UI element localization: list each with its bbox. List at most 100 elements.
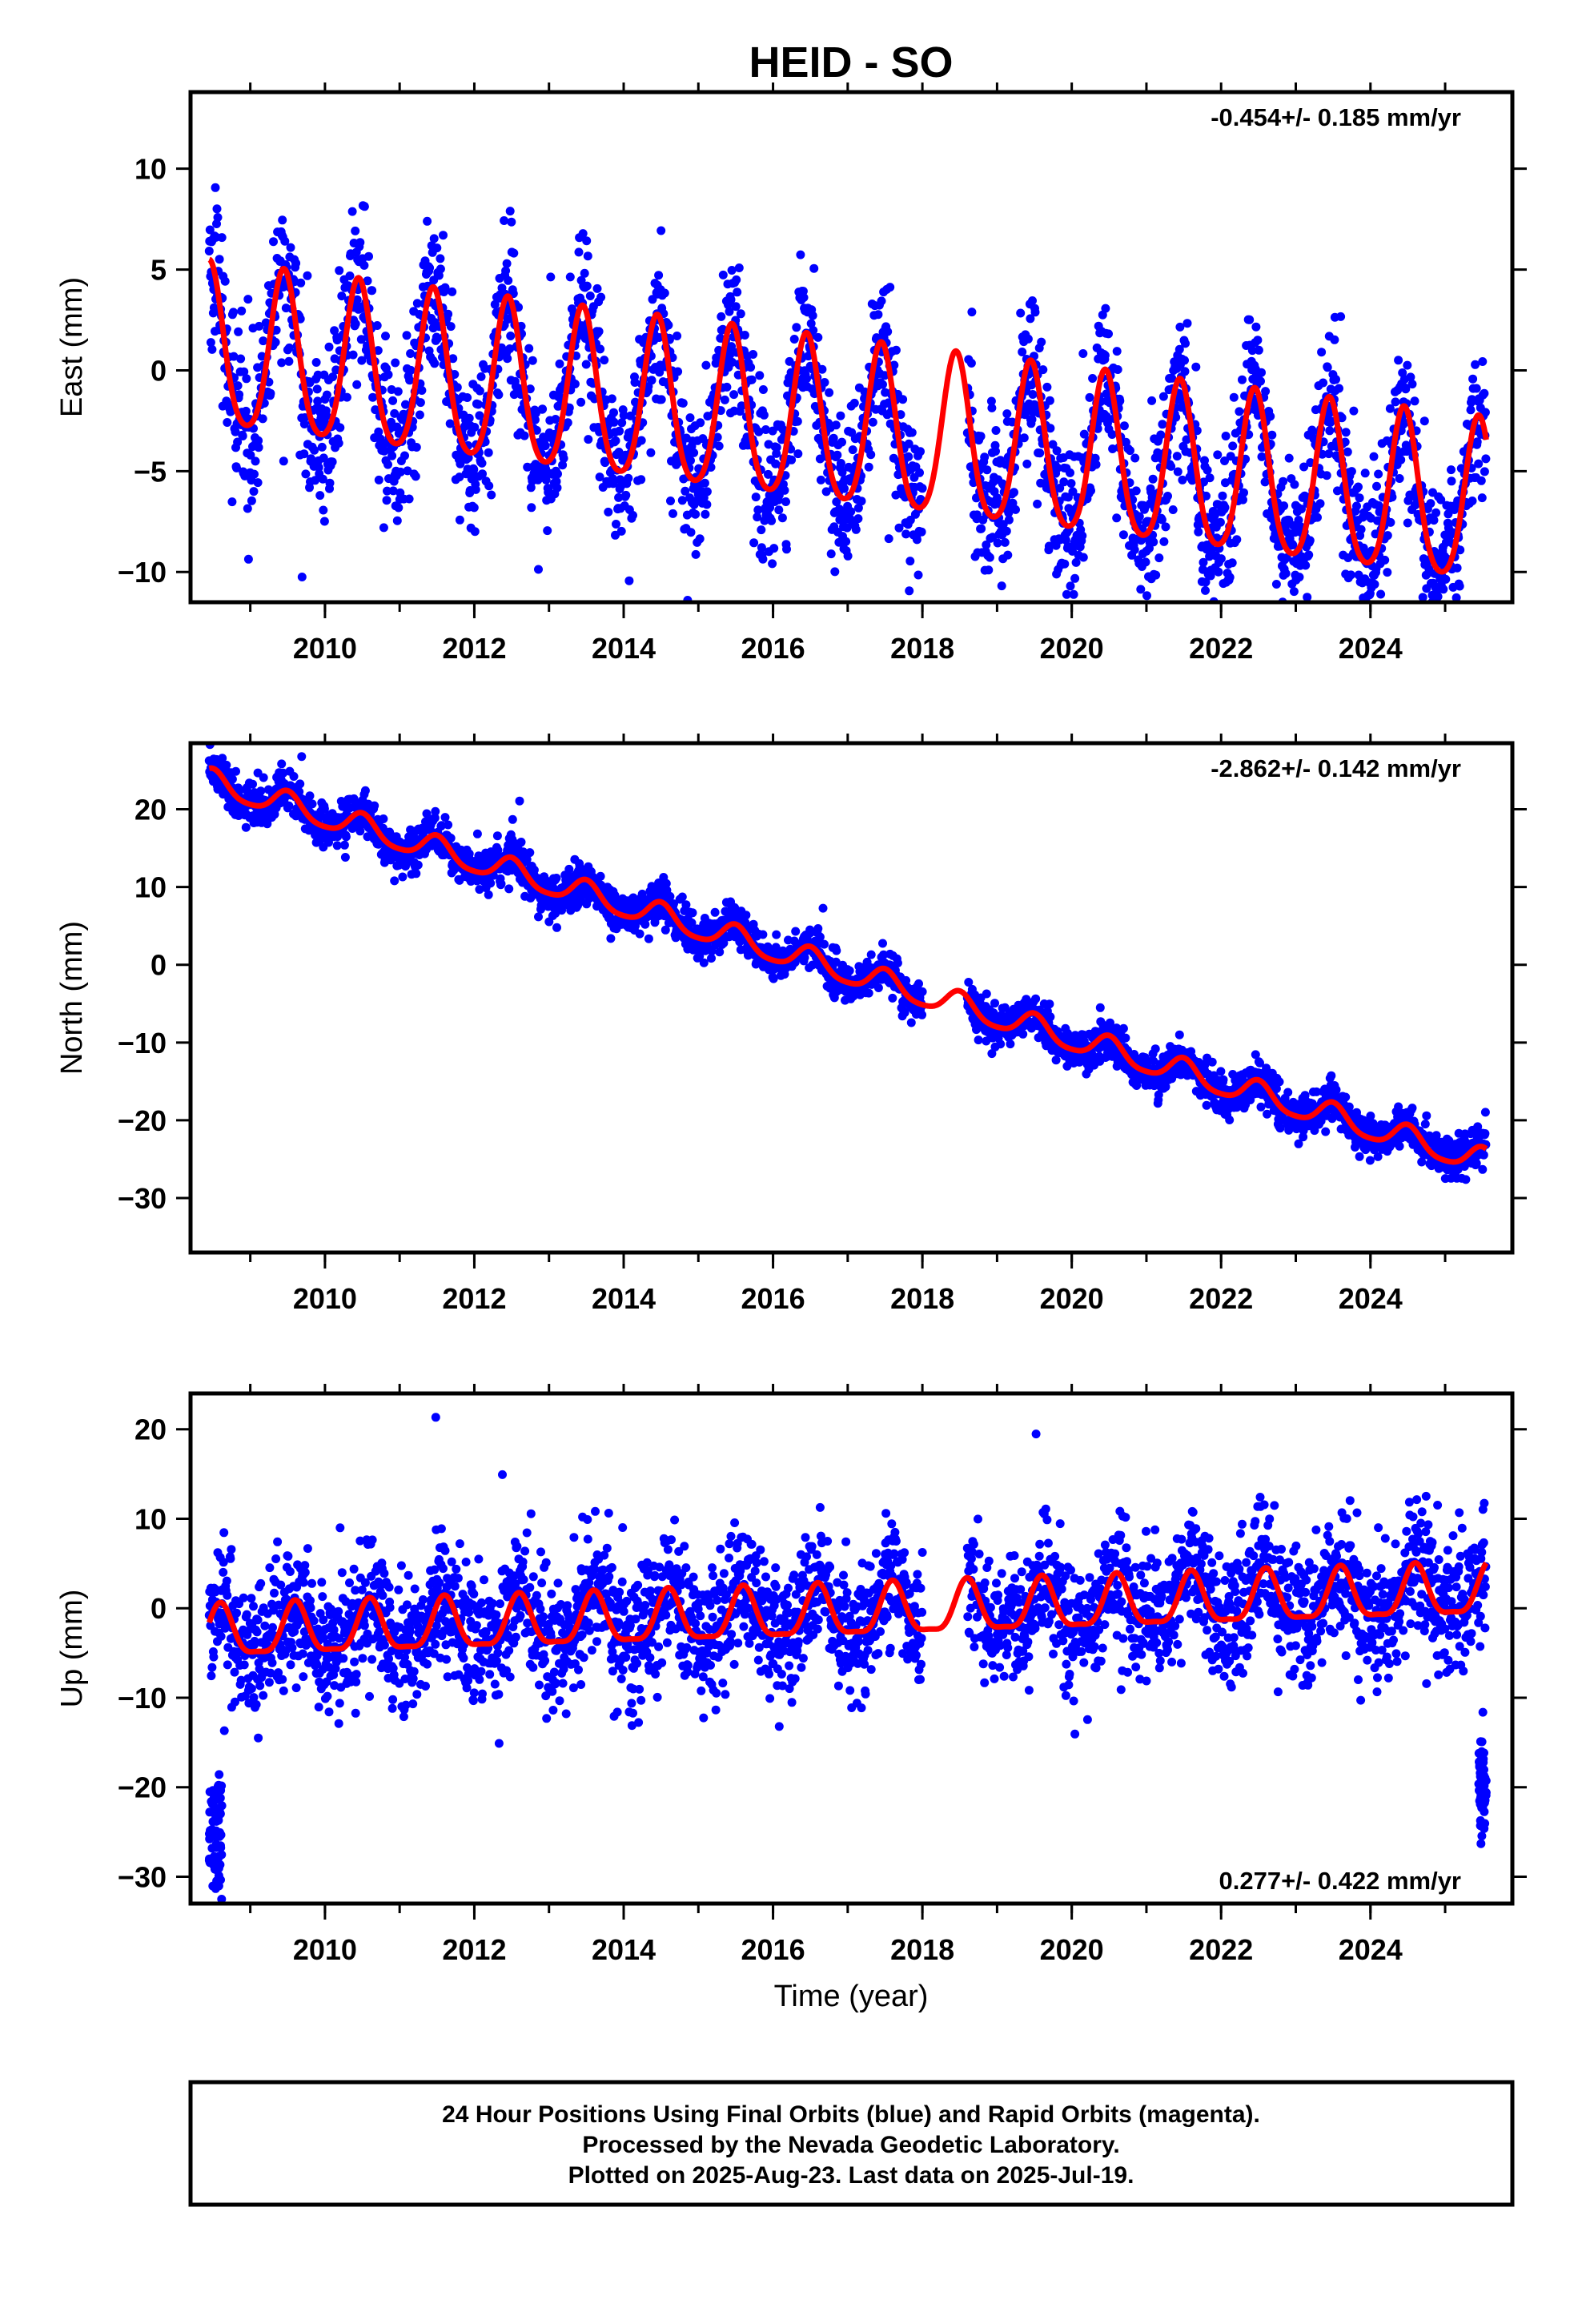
data-point <box>1027 415 1037 424</box>
data-point <box>669 509 677 518</box>
data-point <box>1030 308 1040 317</box>
data-point <box>1261 387 1271 396</box>
data-point <box>873 310 883 320</box>
data-point <box>1476 476 1486 485</box>
data-point <box>1385 404 1395 413</box>
data-point <box>737 401 746 411</box>
data-point <box>1363 618 1372 627</box>
data-point <box>595 472 604 482</box>
data-point <box>1333 486 1342 496</box>
data-point <box>1372 481 1381 491</box>
data-point <box>472 829 482 838</box>
data-point <box>379 523 388 533</box>
data-point <box>1474 459 1484 468</box>
data-point <box>973 510 982 520</box>
data-point <box>448 287 457 296</box>
data-point <box>233 381 243 391</box>
data-point <box>889 360 899 370</box>
data-point <box>1130 545 1139 554</box>
model-line-east <box>207 256 1489 575</box>
data-point <box>241 822 251 832</box>
data-point <box>799 293 809 302</box>
data-point <box>508 814 517 824</box>
data-point <box>695 534 705 544</box>
data-point <box>1078 349 1088 358</box>
data-point <box>527 503 536 513</box>
data-point <box>1046 424 1055 433</box>
data-point <box>1119 421 1129 431</box>
data-point <box>516 838 526 846</box>
data-point <box>565 272 575 282</box>
data-point <box>507 217 516 227</box>
data-point <box>1323 363 1332 372</box>
data-point <box>817 364 827 374</box>
data-point <box>1305 536 1315 545</box>
data-point <box>455 515 464 525</box>
data-point <box>529 865 539 875</box>
data-point <box>311 476 320 485</box>
data-point <box>1215 517 1225 527</box>
data-point <box>1141 557 1150 567</box>
data-point <box>379 814 388 823</box>
plot-frame-east <box>188 90 1515 605</box>
data-point <box>1220 456 1229 465</box>
data-point <box>608 479 618 489</box>
data-point <box>1356 525 1366 534</box>
data-point <box>1384 619 1393 628</box>
data-point <box>837 468 847 477</box>
data-point <box>628 511 637 520</box>
data-point <box>236 354 246 364</box>
data-point <box>800 953 809 963</box>
data-point <box>808 311 817 320</box>
data-point <box>315 491 325 501</box>
data-point <box>1182 319 1192 328</box>
data-point <box>1353 609 1362 618</box>
data-point <box>615 426 624 436</box>
x-tick-label: 2024 <box>1339 632 1403 665</box>
data-point <box>581 360 591 369</box>
data-point <box>1279 476 1288 486</box>
data-point <box>1102 412 1111 421</box>
data-point <box>702 487 712 497</box>
y-tick-label: 5 <box>151 254 167 287</box>
data-point <box>1108 444 1118 453</box>
data-point <box>490 300 500 309</box>
data-point <box>383 486 391 496</box>
data-point <box>1107 430 1117 439</box>
data-point <box>1429 516 1439 525</box>
data-point <box>1336 312 1346 321</box>
data-point <box>1431 508 1441 517</box>
data-point <box>432 334 442 344</box>
data-point <box>250 469 259 479</box>
data-point <box>1018 1029 1028 1039</box>
data-point <box>1112 513 1122 523</box>
data-point <box>982 989 991 999</box>
data-point <box>1216 554 1226 564</box>
data-point <box>1115 396 1125 406</box>
data-point <box>1085 392 1094 402</box>
data-point <box>429 234 439 243</box>
data-point <box>211 183 220 192</box>
data-point <box>990 999 999 1008</box>
data-point <box>253 478 263 488</box>
data-point <box>1171 412 1181 422</box>
data-point <box>917 610 926 619</box>
data-point <box>825 388 834 397</box>
data-point <box>980 452 990 462</box>
data-point <box>1035 448 1045 458</box>
data-point <box>322 411 331 420</box>
data-point <box>913 570 923 580</box>
data-point <box>1175 322 1185 332</box>
data-point <box>520 431 529 440</box>
data-point <box>1022 459 1032 468</box>
data-point <box>1000 537 1010 547</box>
data-point <box>1315 499 1325 509</box>
data-point <box>243 554 253 564</box>
data-point <box>714 441 724 451</box>
data-point <box>993 538 1002 548</box>
data-point <box>342 392 351 402</box>
data-point <box>726 295 736 304</box>
data-point <box>1199 557 1208 567</box>
data-point <box>220 276 230 286</box>
data-point <box>1202 491 1211 501</box>
